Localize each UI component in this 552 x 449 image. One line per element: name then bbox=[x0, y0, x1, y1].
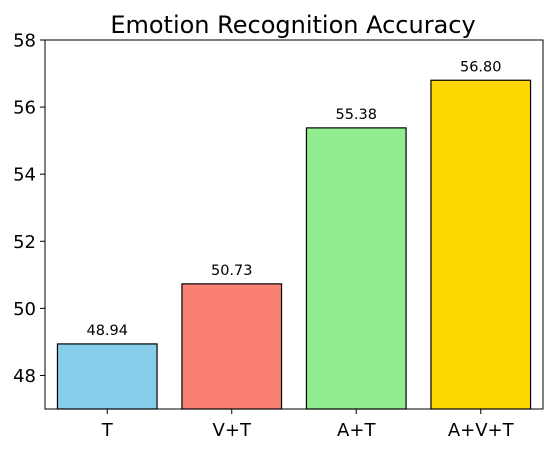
y-tick-label: 56 bbox=[13, 98, 36, 119]
y-tick-label: 52 bbox=[13, 232, 36, 253]
chart-title: Emotion Recognition Accuracy bbox=[110, 11, 475, 39]
data-label: 50.73 bbox=[211, 263, 253, 279]
bar-t bbox=[56, 343, 158, 410]
x-tick-label: A+T bbox=[337, 420, 376, 441]
x-tick-label: T bbox=[101, 420, 114, 441]
bars-layer bbox=[56, 79, 532, 410]
bar-a-plus-v-plus-t bbox=[430, 79, 532, 410]
plot-frame bbox=[44, 39, 544, 410]
y-axis: 48 50 52 54 56 58 bbox=[13, 31, 45, 387]
data-label: 48.94 bbox=[86, 323, 128, 339]
y-tick-label: 50 bbox=[13, 299, 36, 320]
bar-a-plus-t bbox=[305, 127, 407, 410]
data-label: 55.38 bbox=[335, 107, 377, 123]
x-tick-label: A+V+T bbox=[448, 420, 515, 441]
x-tick-label: V+T bbox=[213, 420, 252, 441]
y-tick-label: 58 bbox=[13, 31, 36, 52]
x-axis: T V+T A+T A+V+T bbox=[101, 409, 515, 441]
y-tick-label: 48 bbox=[13, 366, 36, 387]
data-labels-layer: 48.94 50.73 55.38 56.80 bbox=[86, 59, 501, 339]
y-tick-label: 54 bbox=[13, 165, 36, 186]
data-label: 56.80 bbox=[460, 59, 502, 75]
bar-v-plus-t bbox=[181, 283, 283, 410]
